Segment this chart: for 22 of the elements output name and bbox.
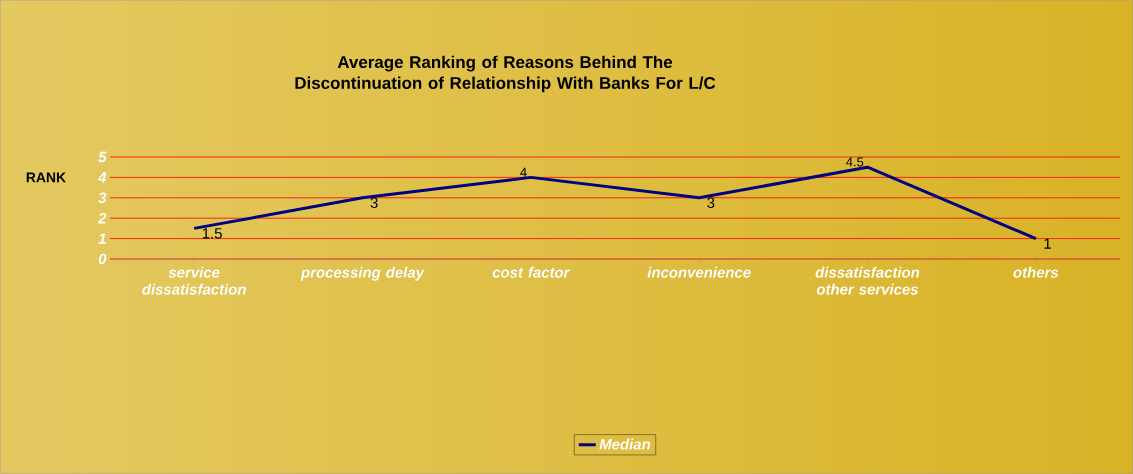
data-label: 3: [707, 197, 715, 209]
x-tick-label: others: [1013, 266, 1059, 278]
y-tick-label: 4: [97, 172, 107, 183]
data-label: 1: [1044, 238, 1051, 249]
y-tick-label: 3: [98, 192, 107, 204]
data-label: 3: [370, 197, 378, 209]
legend-label: Median: [599, 438, 651, 450]
x-tick-label: service dissatisfaction: [142, 266, 246, 295]
x-tick-label: dissatisfaction other services: [815, 266, 920, 295]
y-tick-label: 1: [98, 233, 106, 244]
chart-title: Average Ranking of Reasons Behind The Discontinuation of Relationship With Banks For L/C: [295, 55, 716, 93]
x-tick-label: processing delay: [300, 266, 425, 281]
x-tick-label: cost factor: [492, 266, 571, 278]
y-tick-label: 0: [98, 253, 107, 265]
y-axis-title: RANK: [26, 172, 66, 183]
y-tick-label: 2: [97, 212, 107, 224]
data-label: 4.5: [846, 157, 864, 167]
data-label: 1.5: [202, 228, 222, 239]
data-label: 4: [520, 167, 527, 177]
y-tick-label: 5: [98, 151, 107, 163]
x-tick-label: inconvenience: [647, 266, 751, 278]
line-series: [192, 165, 1038, 241]
